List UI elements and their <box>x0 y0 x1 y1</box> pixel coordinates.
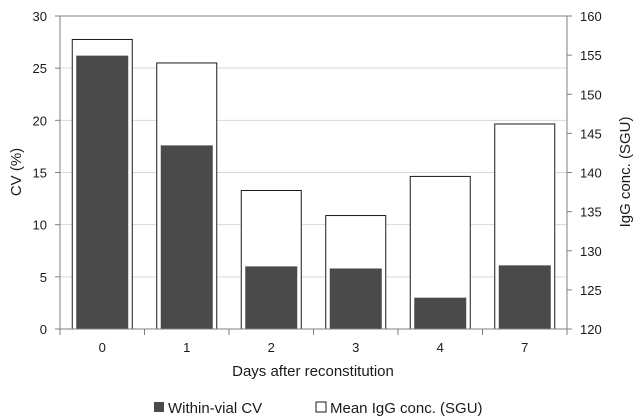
gridlines <box>60 15 567 278</box>
x-tick-label: 3 <box>352 340 359 355</box>
x-tick-label: 4 <box>437 340 444 355</box>
y-tick-label: 5 <box>40 270 47 285</box>
y2-tick-label: 155 <box>580 48 602 63</box>
y2-tick-label: 135 <box>580 205 602 220</box>
y2-axis-title: IgG conc. (SGU) <box>617 117 634 228</box>
x-tick-label: 7 <box>521 340 528 355</box>
y-tick-label: 25 <box>33 61 47 76</box>
y2-tick-label: 150 <box>580 87 602 102</box>
y2-tick-label: 125 <box>580 283 602 298</box>
x-tick-label: 2 <box>268 340 275 355</box>
bar-within-vial-cv <box>160 145 213 329</box>
x-tick-label: 1 <box>183 340 190 355</box>
bar-within-vial-cv <box>76 55 129 329</box>
bar-within-vial-cv <box>414 297 467 329</box>
y2-tick-label: 130 <box>580 244 602 259</box>
y-tick-label: 0 <box>40 322 47 337</box>
bar-within-vial-cv <box>245 266 298 329</box>
bar-within-vial-cv <box>329 268 382 329</box>
legend-label-mean-igg: Mean IgG conc. (SGU) <box>330 400 483 417</box>
y-tick-label: 10 <box>33 218 47 233</box>
y2-tick-label: 140 <box>580 166 602 181</box>
y2-tick-label: 160 <box>580 9 602 24</box>
y2-tick-label: 145 <box>580 126 602 141</box>
y-tick-label: 30 <box>33 9 47 24</box>
x-tick-label: 0 <box>99 340 106 355</box>
legend: Within-vial CV Mean IgG conc. (SGU) <box>154 400 483 417</box>
y-tick-label: 15 <box>33 166 47 181</box>
legend-swatch-mean-igg <box>315 401 327 413</box>
y-tick-label: 20 <box>33 113 47 128</box>
legend-label-within-vial-cv: Within-vial CV <box>168 400 262 417</box>
y-axis-title: CV (%) <box>8 148 25 196</box>
x-axis-title: Days after reconstitution <box>232 363 394 380</box>
bar-within-vial-cv <box>498 265 551 329</box>
bars <box>71 38 556 330</box>
y2-tick-label: 120 <box>580 322 602 337</box>
legend-swatch-within-vial-cv <box>154 402 164 412</box>
ticks: 0 5 10 15 20 25 30 120 125 130 135 140 145 150 155 160 0… <box>33 9 602 355</box>
